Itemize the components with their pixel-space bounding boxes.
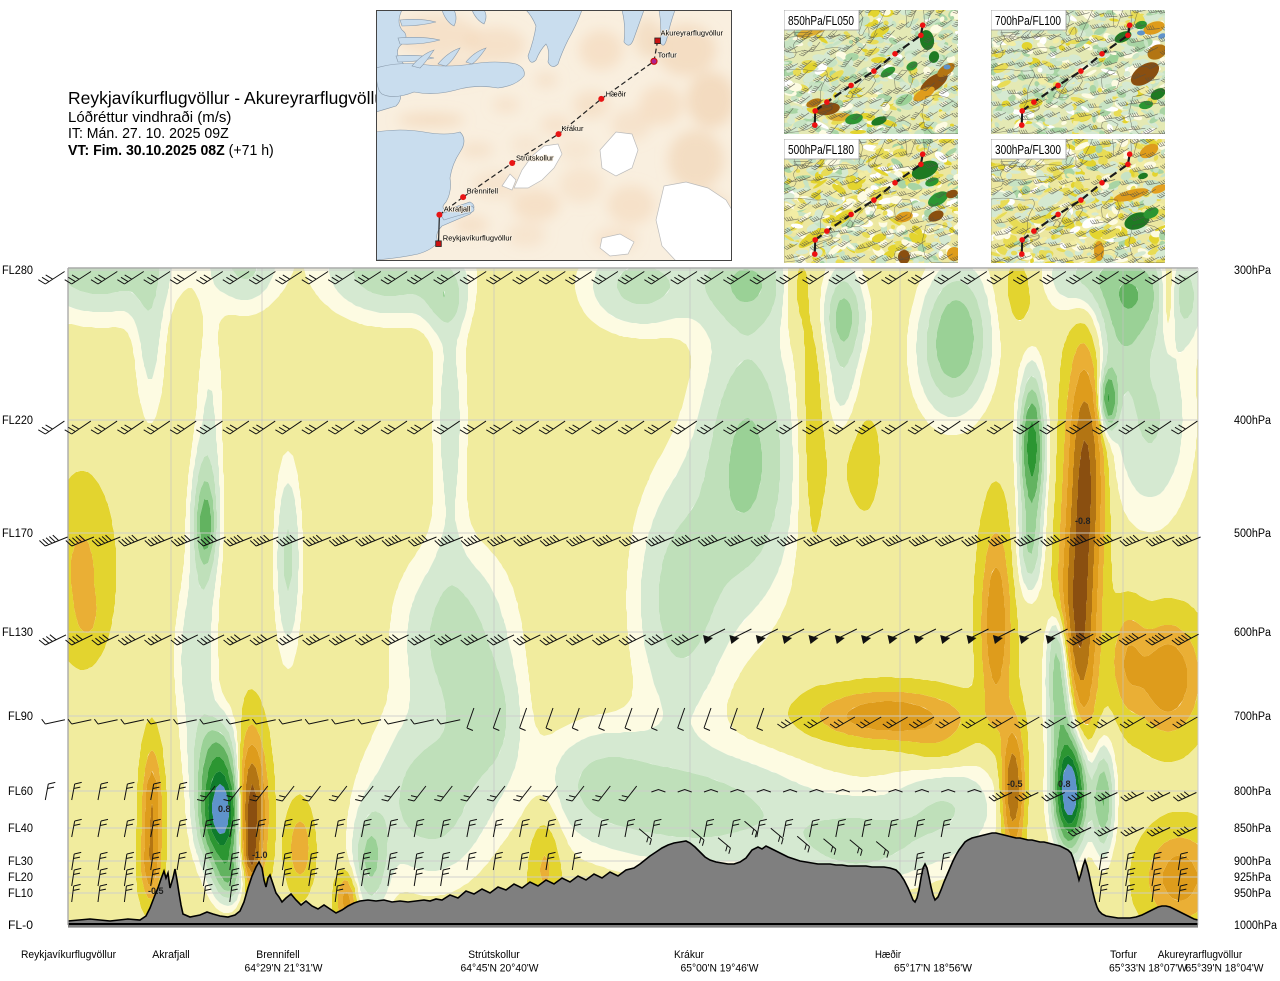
svg-text:Krákur: Krákur (674, 949, 704, 961)
svg-text:FL130: FL130 (2, 627, 33, 639)
svg-text:FL20: FL20 (8, 872, 33, 884)
svg-text:Strútskollur: Strútskollur (468, 949, 520, 961)
svg-text:300hPa/FL300: 300hPa/FL300 (995, 142, 1061, 157)
svg-text:FL90: FL90 (8, 711, 33, 723)
svg-text:900hPa: 900hPa (1234, 856, 1272, 868)
svg-text:FL170: FL170 (2, 528, 33, 540)
svg-text:0.8: 0.8 (1058, 779, 1071, 789)
svg-text:400hPa: 400hPa (1234, 415, 1272, 427)
svg-text:500hPa/FL180: 500hPa/FL180 (788, 142, 854, 157)
svg-text:0.8: 0.8 (218, 804, 231, 814)
svg-text:Torfur: Torfur (1110, 949, 1137, 961)
svg-text:Torfur: Torfur (658, 50, 678, 59)
svg-text:Reykjavíkurflugvöllur: Reykjavíkurflugvöllur (21, 949, 116, 961)
svg-text:850hPa/FL050: 850hPa/FL050 (788, 13, 854, 28)
svg-text:Hæðir: Hæðir (875, 949, 901, 961)
svg-text:850hPa: 850hPa (1234, 823, 1272, 835)
svg-text:Akrafjall: Akrafjall (152, 949, 190, 961)
svg-text:64°45'N 20°40'W: 64°45'N 20°40'W (461, 963, 540, 975)
svg-text:FL10: FL10 (8, 888, 33, 900)
svg-text:Strútskollur: Strútskollur (516, 154, 554, 163)
svg-text:Reykjavíkurflugvöllur: Reykjavíkurflugvöllur (443, 233, 513, 242)
svg-text:65°17'N 18°56'W: 65°17'N 18°56'W (894, 963, 973, 975)
svg-text:FL220: FL220 (2, 415, 33, 427)
svg-text:700hPa/FL100: 700hPa/FL100 (995, 13, 1061, 28)
svg-text:64°29'N 21°31'W: 64°29'N 21°31'W (245, 963, 324, 975)
svg-text:600hPa: 600hPa (1234, 627, 1272, 639)
svg-text:700hPa: 700hPa (1234, 711, 1272, 723)
svg-text:Brennifell: Brennifell (256, 949, 300, 961)
svg-text:65°00'N 19°46'W: 65°00'N 19°46'W (681, 963, 760, 975)
svg-text:FL-0: FL-0 (8, 920, 33, 932)
svg-text:-0.5: -0.5 (148, 886, 164, 896)
svg-text:300hPa: 300hPa (1234, 265, 1272, 277)
svg-text:FL30: FL30 (8, 856, 33, 868)
svg-text:-1.0: -1.0 (252, 850, 268, 860)
svg-text:800hPa: 800hPa (1234, 786, 1272, 798)
svg-text:500hPa: 500hPa (1234, 528, 1272, 540)
svg-text:Brennifell: Brennifell (467, 187, 499, 196)
svg-text:Akureyrarflugvöllur: Akureyrarflugvöllur (661, 29, 724, 38)
svg-text:FL60: FL60 (8, 786, 33, 798)
svg-text:Hæðir: Hæðir (606, 89, 627, 98)
svg-text:950hPa: 950hPa (1234, 888, 1272, 900)
svg-text:-0.8: -0.8 (1075, 516, 1091, 526)
svg-text:Krákur: Krákur (561, 124, 584, 133)
svg-text:Akrafjall: Akrafjall (444, 204, 471, 213)
svg-text:925hPa: 925hPa (1234, 872, 1272, 884)
svg-text:65°33'N 18°07'W: 65°33'N 18°07'W (1109, 963, 1188, 975)
svg-text:Akureyrarflugvöllur: Akureyrarflugvöllur (1158, 949, 1243, 961)
svg-text:-0.5: -0.5 (1007, 779, 1023, 789)
svg-text:1000hPa: 1000hPa (1234, 920, 1278, 932)
svg-text:FL40: FL40 (8, 823, 33, 835)
svg-text:FL280: FL280 (2, 265, 33, 277)
svg-text:65°39'N 18°04'W: 65°39'N 18°04'W (1186, 963, 1265, 975)
